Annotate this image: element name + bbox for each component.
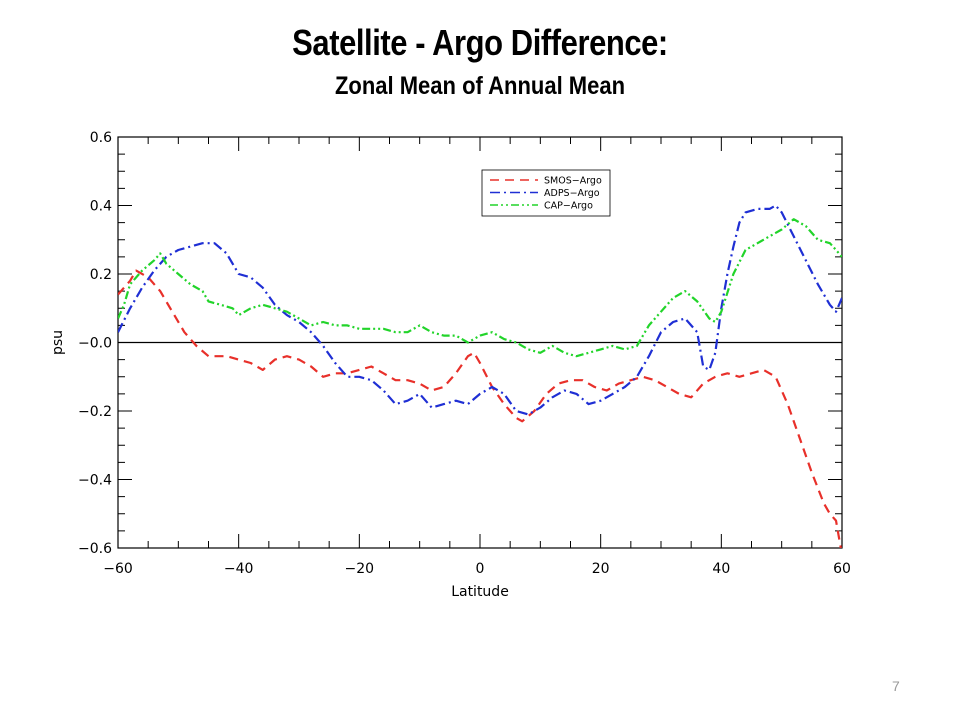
axis-ticks (117, 136, 843, 549)
y-tick-label: 0.2 (90, 267, 112, 283)
x-tick-label: 20 (592, 561, 610, 577)
y-tick-label: −0.6 (78, 541, 112, 557)
x-tick-label: −20 (345, 561, 375, 577)
series-line-2 (118, 204, 842, 416)
series-lines (118, 204, 842, 548)
page-number: 7 (892, 678, 900, 694)
y-tick-label: 0.4 (90, 199, 112, 215)
series-line-3 (118, 218, 842, 358)
x-tick-label: 60 (833, 561, 851, 577)
tick-labels: −60 −40 −20 0 20 40 60 0.6 0.4 0.2 −0.0 −0.2 −0.4 −0.… (78, 130, 851, 577)
x-tick-label: −40 (224, 561, 254, 577)
slide-title: Satellite - Argo Difference: (292, 22, 668, 63)
legend-label-2: ADPS−Argo (544, 188, 600, 199)
slide-subtitle: Zonal Mean of Annual Mean (334, 72, 626, 100)
y-tick-label: 0.6 (90, 130, 112, 146)
y-tick-label: −0.0 (78, 336, 112, 352)
x-tick-label: 40 (712, 561, 730, 577)
legend-label-3: CAP−Argo (544, 201, 593, 212)
y-axis-label: psu (50, 330, 66, 355)
y-tick-label: −0.2 (78, 404, 112, 420)
legend-label-1: SMOS−Argo (544, 176, 602, 187)
y-tick-label: −0.4 (78, 473, 112, 489)
series-line-1 (118, 269, 842, 548)
x-tick-label: 0 (476, 561, 485, 577)
x-tick-label: −60 (103, 561, 133, 577)
x-axis-label: Latitude (451, 584, 509, 600)
legend-box (481, 169, 611, 217)
